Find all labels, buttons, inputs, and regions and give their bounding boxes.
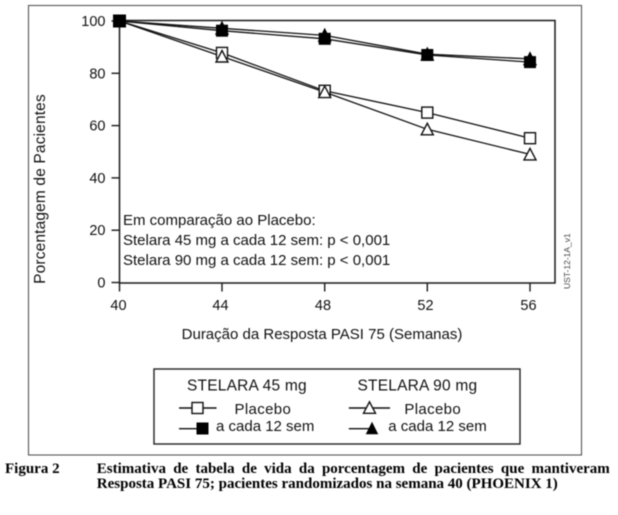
svg-text:Placebo: Placebo bbox=[404, 401, 461, 418]
svg-text:Placebo: Placebo bbox=[235, 401, 292, 418]
svg-text:48: 48 bbox=[315, 298, 331, 314]
svg-text:UST-12-1A_v1: UST-12-1A_v1 bbox=[562, 233, 572, 289]
svg-text:STELARA 90 mg: STELARA 90 mg bbox=[358, 378, 478, 395]
svg-text:Em comparação ao Placebo:: Em comparação ao Placebo: bbox=[123, 212, 316, 229]
svg-text:80: 80 bbox=[89, 66, 105, 82]
svg-text:100: 100 bbox=[81, 14, 105, 30]
svg-text:STELARA 45 mg: STELARA 45 mg bbox=[187, 378, 307, 395]
svg-text:a cada 12 sem: a cada 12 sem bbox=[388, 418, 486, 435]
svg-text:Stelara 45 mg a cada 12 sem: p: Stelara 45 mg a cada 12 sem: p < 0,001 bbox=[123, 232, 390, 249]
svg-text:20: 20 bbox=[89, 223, 105, 239]
svg-text:Porcentagem de Pacientes: Porcentagem de Pacientes bbox=[32, 94, 49, 284]
svg-text:40: 40 bbox=[89, 171, 105, 187]
svg-text:0: 0 bbox=[97, 276, 105, 292]
svg-text:44: 44 bbox=[212, 298, 228, 314]
svg-text:60: 60 bbox=[89, 119, 105, 135]
svg-text:56: 56 bbox=[520, 298, 536, 314]
svg-text:52: 52 bbox=[417, 298, 433, 314]
svg-text:Duração da Resposta PASI 75 (S: Duração da Resposta PASI 75 (Semanas) bbox=[182, 326, 463, 343]
svg-text:a cada 12 sem: a cada 12 sem bbox=[216, 418, 314, 435]
svg-text:40: 40 bbox=[110, 298, 126, 314]
svg-text:Stelara 90 mg a cada 12 sem: p: Stelara 90 mg a cada 12 sem: p < 0,001 bbox=[123, 252, 390, 269]
